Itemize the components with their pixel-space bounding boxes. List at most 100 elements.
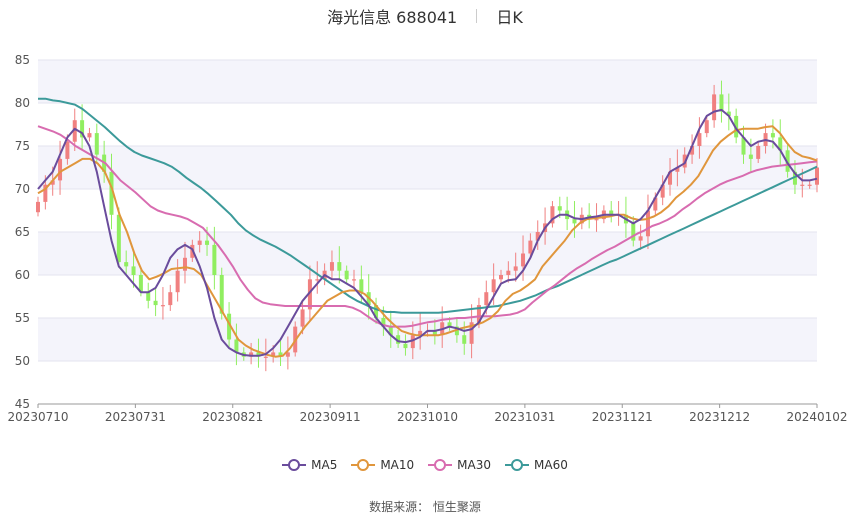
- y-tick-label: 85: [15, 53, 30, 67]
- plot-band: [38, 103, 817, 146]
- legend-marker-icon: [282, 459, 307, 471]
- candle-body: [109, 171, 114, 215]
- candle-body: [182, 257, 187, 271]
- candle-body: [660, 184, 665, 198]
- candle-body: [476, 305, 481, 323]
- x-tick-label: 20230731: [105, 410, 166, 424]
- candle-body: [594, 219, 599, 221]
- ma60-line: [38, 97, 818, 314]
- x-tick-label: 20230710: [7, 410, 68, 424]
- candle-body: [35, 201, 41, 213]
- candle-body: [535, 232, 540, 241]
- legend-label: MA5: [311, 458, 338, 472]
- candle-body: [131, 266, 136, 275]
- candle-body: [697, 133, 702, 146]
- candle-body: [374, 305, 379, 318]
- y-tick-label: 60: [15, 268, 30, 282]
- candle-body: [94, 133, 99, 155]
- candle-body: [256, 352, 261, 357]
- candle-body: [72, 120, 77, 142]
- candle-body: [807, 184, 812, 186]
- candle-body: [469, 322, 474, 344]
- candle-body: [550, 206, 555, 224]
- source-label: 数据来源：: [369, 500, 430, 514]
- x-tick-label: 20230821: [202, 410, 263, 424]
- candle-body: [719, 94, 724, 112]
- candle-body: [124, 262, 129, 267]
- candle-body: [462, 335, 467, 344]
- y-tick-label: 50: [15, 354, 30, 368]
- candle-body: [513, 266, 518, 271]
- candle-body: [359, 279, 364, 293]
- plot-band: [38, 361, 817, 404]
- candle-body: [285, 352, 290, 357]
- candle-body: [212, 244, 217, 275]
- chart-legend: MA5 MA10 MA30 MA60: [0, 458, 850, 475]
- legend-marker-icon: [351, 459, 376, 471]
- legend-marker-icon: [505, 459, 530, 471]
- plot-band: [38, 189, 817, 232]
- candle-body: [300, 309, 305, 327]
- candle-body: [528, 240, 533, 254]
- y-tick-label: 55: [15, 311, 30, 325]
- y-tick-label: 75: [15, 139, 30, 153]
- y-tick-label: 70: [15, 182, 30, 196]
- candle-body: [58, 158, 63, 181]
- plot-band: [38, 146, 817, 189]
- candle-body: [337, 262, 342, 271]
- candle-body: [168, 292, 173, 306]
- candle-body: [712, 94, 717, 121]
- candle-body: [410, 335, 415, 349]
- candle-body: [87, 133, 92, 138]
- candle-body: [484, 292, 489, 306]
- candle-body: [329, 262, 334, 271]
- candle-body: [271, 352, 276, 357]
- candle-body: [726, 111, 731, 116]
- candle-body: [205, 240, 210, 245]
- candle-body: [800, 184, 805, 186]
- source-name: 恒生聚源: [432, 500, 481, 514]
- legend-label: MA30: [457, 458, 492, 472]
- ma5-line: [37, 108, 818, 357]
- plot-band: [38, 60, 817, 103]
- legend-item-ma60[interactable]: MA60: [505, 458, 568, 472]
- candle-body: [403, 343, 408, 349]
- x-tick-label: 20231010: [397, 410, 458, 424]
- legend-label: MA10: [380, 458, 415, 472]
- candle-body: [344, 270, 349, 280]
- legend-label: MA60: [534, 458, 568, 472]
- candle-body: [690, 146, 695, 155]
- candle-body: [418, 330, 423, 336]
- legend-item-ma10[interactable]: MA10: [351, 458, 414, 472]
- candle-body: [278, 352, 283, 357]
- x-tick-label: 20231031: [494, 410, 555, 424]
- candle-body: [175, 270, 180, 293]
- candle-body: [396, 335, 401, 344]
- candle-body: [447, 322, 452, 327]
- candle-body: [43, 184, 48, 202]
- candle-body: [381, 318, 386, 327]
- candle-body: [645, 210, 650, 237]
- legend-item-ma5[interactable]: MA5: [282, 458, 337, 472]
- legend-item-ma30[interactable]: MA30: [428, 458, 491, 472]
- candle-body: [138, 275, 143, 293]
- candle-body: [770, 133, 775, 138]
- plot-band: [38, 275, 817, 318]
- candle-body: [249, 352, 254, 357]
- candle-body: [307, 279, 312, 310]
- candle-body: [219, 275, 224, 314]
- x-tick-label: 20230911: [300, 410, 361, 424]
- candle-body: [792, 171, 797, 185]
- candle-body: [498, 275, 503, 280]
- candle-body: [741, 137, 746, 155]
- candle-body: [734, 115, 739, 138]
- candle-body: [197, 240, 202, 245]
- candle-body: [631, 223, 636, 241]
- candle-body: [116, 214, 121, 263]
- candle-body: [653, 197, 658, 211]
- candle-body: [50, 180, 55, 185]
- x-tick-label: 20231212: [689, 410, 750, 424]
- candle-body: [785, 150, 790, 172]
- candle-body: [778, 137, 783, 151]
